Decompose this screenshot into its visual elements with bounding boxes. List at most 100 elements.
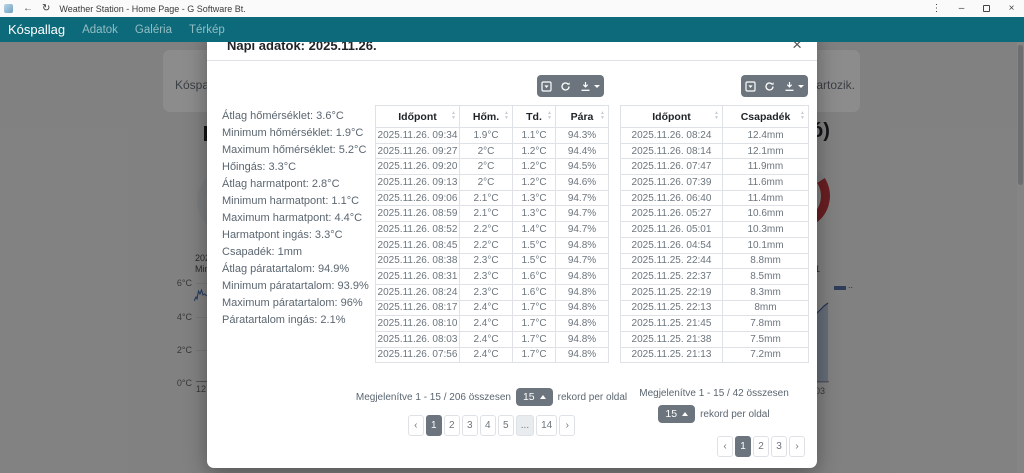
table-row: 2025.11.26. 09:20 2°C 1.2°C 94.5% [375,158,609,176]
window-controls: ⋮ – × [924,0,1024,17]
minimize-button[interactable]: – [958,3,965,14]
scrollbar-thumb[interactable] [1018,45,1023,185]
stat-line: Harmatpont ingás: 3.3°C [222,229,343,241]
column-header[interactable]: Pára [555,105,609,128]
table-row: 2025.11.26. 06:40 11.4mm [620,189,809,207]
menu-icon[interactable]: ⋮ [931,3,942,14]
table-row: 2025.11.25. 22:13 8mm [620,299,809,317]
table-cell: 1.6°C [512,268,556,285]
chart-label-fragment: Min [195,264,210,274]
table-cell: 94.7% [555,205,609,223]
refresh-icon[interactable]: ↻ [42,3,51,14]
stat-line: Hőingás: 3.3°C [222,161,297,173]
stat-line: Maximum hőmérséklet: 5.2°C [222,144,367,156]
table-cell: 7.2mm [722,346,809,364]
weather-table-toolbar [537,75,604,97]
back-icon[interactable]: ← [23,3,33,14]
table-row: 2025.11.26. 08:24 2.3°C 1.6°C 94.8% [375,283,609,301]
table-cell: 2.4°C [459,299,513,317]
page-button-1[interactable]: 1 [425,415,442,436]
page-button-3[interactable]: 3 [771,436,787,457]
table-row: 2025.11.26. 04:54 10.1mm [620,236,809,254]
table-cell: 10.6mm [722,205,809,223]
table-cell: 1.3°C [512,205,556,223]
nav-item-adatok[interactable]: Adatok [82,23,118,36]
page-size-dropdown[interactable]: 15 [658,405,696,423]
navbar-brand[interactable]: Kóspallag [8,22,66,37]
stats-list: Átlag hőmérséklet: 3.6°C Minimum hőmérsék… [222,108,372,329]
page-prev-button[interactable]: ‹ [407,415,424,436]
table-cell: 2025.11.25. 22:37 [620,268,723,285]
table-cell: 1.2°C [512,158,556,176]
page-button-14[interactable]: 14 [536,415,558,436]
refresh-icon[interactable] [764,81,775,92]
nav-item-galeria[interactable]: Galéria [134,23,172,36]
table-cell: 2025.11.26. 08:03 [375,330,460,348]
refresh-icon[interactable] [560,81,571,92]
column-header[interactable]: Hőm. [459,105,513,128]
page-button-3[interactable]: 3 [461,415,478,436]
weather-table: IdőpontHőm.Td.Pára 2025.11.26. 09:341.9°… [375,105,609,364]
temperature-line-fragment [194,288,208,302]
info-card-text-right: tartozik. [813,78,856,92]
page-button-5[interactable]: 5 [497,415,514,436]
table-cell: 2025.11.26. 08:24 [375,283,460,301]
table-cell: 2025.11.26. 07:47 [620,158,723,176]
table-cell: 2°C [459,158,513,176]
table-cell: 2.1°C [459,205,513,223]
daily-data-modal: Napi adatok: 2025.11.26. × Átlag hőmérsé… [207,30,817,468]
sort-icon [547,111,552,121]
column-header[interactable]: Időpont [375,105,460,128]
table-cell: 2.2°C [459,236,513,254]
table-cell: 94.8% [555,283,609,301]
close-icon[interactable]: × [792,35,802,54]
table-cell: 94.6% [555,174,609,191]
download-button[interactable] [580,81,600,92]
table-cell: 2025.11.26. 09:20 [375,158,460,176]
table-cell: 1.7°C [512,315,556,332]
y-axis-tick: 6°C [176,278,192,288]
table-cell: 94.5% [555,158,609,176]
download-button[interactable] [784,81,804,92]
table-row: 2025.11.26. 09:27 2°C 1.2°C 94.4% [375,142,609,160]
table-cell: 2.3°C [459,268,513,285]
page-button-2[interactable]: 2 [753,436,769,457]
columns-toggle-button[interactable] [541,80,552,92]
close-window-button[interactable]: × [1008,3,1015,14]
scrollbar[interactable] [1017,42,1024,473]
precipitation-area-fragment [816,302,829,383]
page-next-button[interactable]: › [789,436,805,457]
table-row: 2025.11.26. 09:06 2.1°C 1.3°C 94.7% [375,189,609,207]
table-cell: 2.2°C [459,221,513,238]
table-cell: 1.6°C [512,283,556,301]
table-row: 2025.11.26. 08:17 2.4°C 1.7°C 94.8% [375,299,609,317]
table-cell: 2025.11.26. 07:56 [375,346,460,364]
page-size-suffix: rekord per oldal [557,391,628,403]
table-cell: 7.8mm [722,315,809,332]
page-next-button[interactable]: › [559,415,576,436]
page-prev-button[interactable]: ‹ [717,436,733,457]
page-button-4[interactable]: 4 [479,415,496,436]
table-cell: 1.3°C [512,189,556,207]
rain-table: IdőpontCsapadék 2025.11.26. 08:2412.4mm2… [620,105,809,364]
rain-table-pagination: ‹ 1 2 3 › [620,436,808,457]
table-cell: 2025.11.26. 09:34 [375,127,460,144]
table-row: 2025.11.25. 22:44 8.8mm [620,252,809,270]
nav-item-terkep[interactable]: Térkép [189,23,225,36]
column-header[interactable]: Csapadék [722,105,809,128]
page-button-1[interactable]: 1 [735,436,751,457]
maximize-button[interactable] [974,0,999,17]
gridline [196,350,207,351]
table-row: 2025.11.26. 07:39 11.6mm [620,174,809,191]
table-cell: 2025.11.25. 22:44 [620,252,723,270]
page-button-2[interactable]: 2 [443,415,460,436]
table-cell: 94.8% [555,346,609,364]
x-axis-tick: 03 [815,386,826,396]
page-ellipsis-button[interactable]: ... [515,415,535,436]
page-size-dropdown[interactable]: 15 [515,388,553,406]
table-row: 2025.11.26. 08:31 2.3°C 1.6°C 94.8% [375,268,609,285]
table-cell: 94.8% [555,330,609,348]
column-header[interactable]: Td. [512,105,556,128]
columns-toggle-button[interactable] [745,80,756,92]
column-header[interactable]: Időpont [620,105,723,128]
